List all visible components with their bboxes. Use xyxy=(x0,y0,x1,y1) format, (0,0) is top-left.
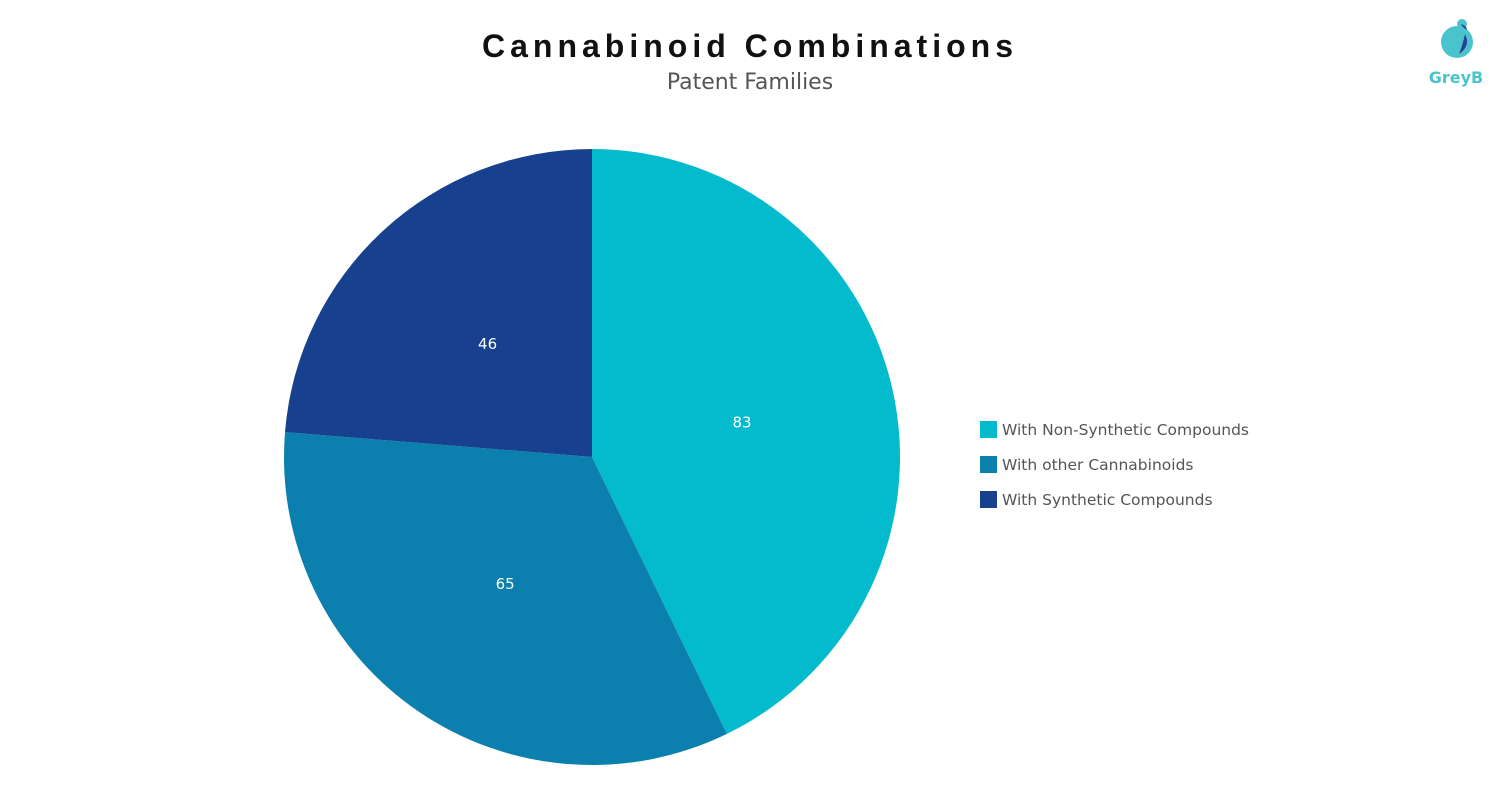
legend-item[interactable]: With other Cannabinoids xyxy=(980,447,1249,482)
legend-swatch xyxy=(980,456,997,473)
legend-swatch xyxy=(980,491,997,508)
data-label: 83 xyxy=(733,413,752,431)
legend-item[interactable]: With Synthetic Compounds xyxy=(980,482,1249,517)
legend-item[interactable]: With Non-Synthetic Compounds xyxy=(980,412,1249,447)
legend-swatch xyxy=(980,421,997,438)
legend: With Non-Synthetic Compounds With other … xyxy=(980,412,1249,517)
data-label: 65 xyxy=(496,575,515,593)
legend-label: With Synthetic Compounds xyxy=(1002,491,1213,509)
data-label: 46 xyxy=(478,335,497,353)
legend-label: With Non-Synthetic Compounds xyxy=(1002,421,1249,439)
pie-slice[interactable] xyxy=(285,149,592,457)
legend-label: With other Cannabinoids xyxy=(1002,456,1193,474)
